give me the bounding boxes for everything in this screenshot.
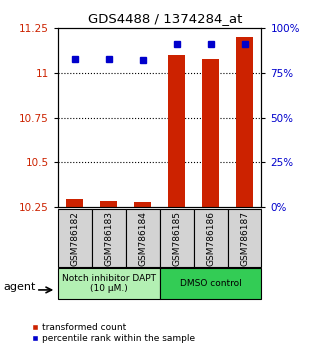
Bar <box>100 201 117 207</box>
Text: Notch inhibitor DAPT
(10 μM.): Notch inhibitor DAPT (10 μM.) <box>62 274 156 293</box>
Bar <box>58 268 160 299</box>
Bar <box>236 37 253 207</box>
Text: agent: agent <box>3 282 35 292</box>
Legend: transformed count, percentile rank within the sample: transformed count, percentile rank withi… <box>31 323 195 343</box>
Bar <box>160 209 194 267</box>
Text: DMSO control: DMSO control <box>180 279 242 288</box>
Text: GSM786183: GSM786183 <box>104 211 113 266</box>
Bar <box>67 199 83 207</box>
Bar <box>194 209 228 267</box>
Bar <box>134 202 151 207</box>
Bar <box>92 209 126 267</box>
Bar <box>168 55 185 207</box>
Bar <box>160 268 261 299</box>
Bar <box>126 209 160 267</box>
Bar <box>202 59 219 207</box>
Text: GSM786182: GSM786182 <box>71 211 79 266</box>
Text: GSM786185: GSM786185 <box>172 211 181 266</box>
Bar <box>58 209 92 267</box>
Bar <box>228 209 261 267</box>
Text: GSM786186: GSM786186 <box>206 211 215 266</box>
Text: GSM786184: GSM786184 <box>138 211 147 266</box>
Text: GDS4488 / 1374284_at: GDS4488 / 1374284_at <box>88 12 243 25</box>
Text: GSM786187: GSM786187 <box>240 211 249 266</box>
